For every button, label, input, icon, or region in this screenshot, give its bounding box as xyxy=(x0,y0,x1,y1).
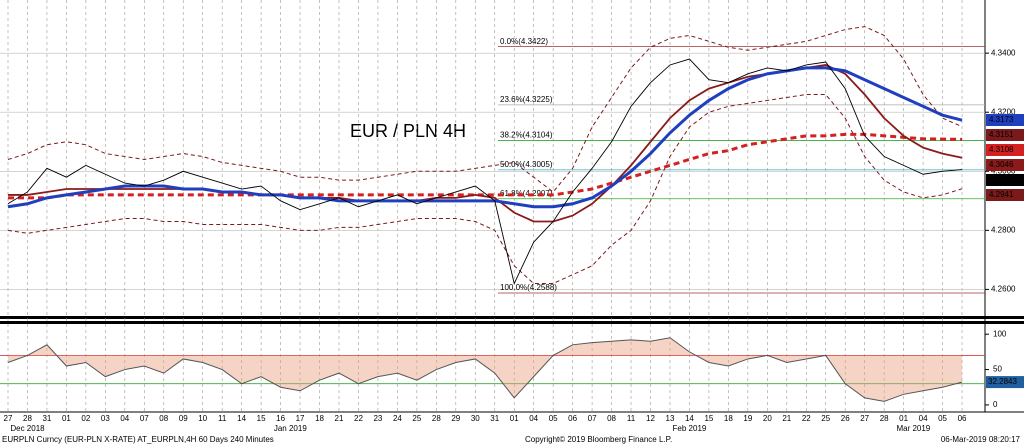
oscillator-line xyxy=(7,337,963,402)
x-tick-label: 18 xyxy=(724,414,733,423)
x-tick-label: 04 xyxy=(529,414,538,423)
fib-label: 0.0%(4.3422) xyxy=(500,37,548,46)
x-tick-label: 04 xyxy=(120,414,129,423)
x-tick-label: 02 xyxy=(81,414,90,423)
x-tick-label: 17 xyxy=(296,414,305,423)
x-tick-label: 07 xyxy=(588,414,597,423)
y-tick-label: 4.3400 xyxy=(991,48,1016,57)
x-tick-label: 09 xyxy=(179,414,188,423)
y-tick-label: 4.2800 xyxy=(991,225,1016,234)
last-value-box xyxy=(986,129,1024,141)
x-tick-label: 24 xyxy=(393,414,402,423)
series-line xyxy=(7,94,963,285)
x-tick-label: 20 xyxy=(763,414,772,423)
panel-separator xyxy=(0,316,1024,319)
x-tick-label: 15 xyxy=(257,414,266,423)
x-tick-label: 01 xyxy=(510,414,519,423)
panel-separator xyxy=(0,321,1024,324)
y-tick-label: 4.3200 xyxy=(991,107,1016,116)
x-tick-label: 23 xyxy=(373,414,382,423)
month-label: Feb 2019 xyxy=(673,424,707,433)
y-tick-label: 50 xyxy=(993,365,1002,374)
fib-label: 61.8%(4.2907) xyxy=(500,189,553,198)
last-value-box xyxy=(986,159,1024,171)
fib-label: 100.0%(4.2588) xyxy=(500,283,557,292)
x-tick-label: 08 xyxy=(607,414,616,423)
series-line xyxy=(7,66,963,209)
x-tick-label: 28 xyxy=(23,414,32,423)
last-value-box xyxy=(986,144,1024,156)
x-tick-label: 01 xyxy=(62,414,71,423)
last-value-box xyxy=(986,174,1024,186)
x-tick-label: 14 xyxy=(237,414,246,423)
x-tick-label: 11 xyxy=(218,414,227,423)
footer-copyright: Copyright© 2019 Bloomberg Finance L.P. xyxy=(525,435,672,444)
last-value-label: 4.3006 xyxy=(989,175,1014,184)
series-line xyxy=(7,58,963,285)
x-tick-label: 22 xyxy=(802,414,811,423)
x-tick-label: 06 xyxy=(958,414,967,423)
x-tick-label: 16 xyxy=(276,414,285,423)
last-value-label: 4.3151 xyxy=(989,130,1014,139)
x-tick-label: 25 xyxy=(412,414,421,423)
x-tick-label: 19 xyxy=(743,414,752,423)
x-tick-label: 27 xyxy=(4,414,13,423)
x-tick-label: 26 xyxy=(841,414,850,423)
footer-timestamp: 06-Mar-2019 08:20:17 xyxy=(941,435,1021,444)
x-tick-label: 21 xyxy=(335,414,344,423)
last-value-box xyxy=(986,376,1024,389)
last-value-label: 4.3108 xyxy=(989,145,1014,154)
last-value-label: 4.2941 xyxy=(989,190,1014,199)
x-tick-label: 08 xyxy=(159,414,168,423)
series-line xyxy=(7,26,963,193)
last-value-box xyxy=(986,189,1024,201)
x-tick-label: 21 xyxy=(782,414,791,423)
x-tick-label: 28 xyxy=(880,414,889,423)
series-line xyxy=(8,132,963,200)
month-label: Jan 2019 xyxy=(274,424,307,433)
last-value-label: 4.3173 xyxy=(989,115,1014,124)
x-tick-label: 10 xyxy=(198,414,207,423)
x-tick-label: 29 xyxy=(451,414,460,423)
x-tick-label: 22 xyxy=(354,414,363,423)
x-tick-label: 18 xyxy=(315,414,324,423)
x-tick-label: 30 xyxy=(471,414,480,423)
x-tick-label: 01 xyxy=(899,414,908,423)
y-tick-label: 4.2600 xyxy=(991,285,1016,294)
last-value-label: 4.3046 xyxy=(989,160,1014,169)
chart-title: EUR / PLN 4H xyxy=(350,121,466,141)
x-tick-label: 14 xyxy=(685,414,694,423)
x-tick-label: 15 xyxy=(704,414,713,423)
x-tick-label: 03 xyxy=(101,414,110,423)
x-tick-label: 27 xyxy=(860,414,869,423)
x-tick-label: 06 xyxy=(568,414,577,423)
x-tick-label: 31 xyxy=(42,414,51,423)
x-tick-label: 25 xyxy=(821,414,830,423)
x-tick-label: 11 xyxy=(627,414,636,423)
y-tick-label: 0 xyxy=(993,400,998,409)
y-tick-label: 100 xyxy=(993,329,1007,338)
x-tick-label: 05 xyxy=(938,414,947,423)
fib-label: 23.6%(4.3225) xyxy=(500,95,553,104)
oscillator-area xyxy=(8,337,963,402)
last-value-label: 32.2843 xyxy=(988,377,1017,386)
x-tick-label: 12 xyxy=(646,414,655,423)
fib-label: 38.2%(4.3104) xyxy=(500,131,553,140)
last-value-box xyxy=(986,114,1024,126)
x-tick-label: 04 xyxy=(919,414,928,423)
footer-source: EURPLN Curncy (EUR-PLN X-RATE) AT_EURPLN… xyxy=(2,435,274,444)
x-tick-label: 07 xyxy=(140,414,149,423)
month-label: Dec 2018 xyxy=(10,424,45,433)
x-tick-label: 13 xyxy=(666,414,675,423)
x-tick-label: 28 xyxy=(432,414,441,423)
month-label: Mar 2019 xyxy=(896,424,930,433)
x-tick-label: 05 xyxy=(549,414,558,423)
x-tick-label: 31 xyxy=(490,414,499,423)
fib-label: 50.0%(4.3005) xyxy=(500,160,553,169)
